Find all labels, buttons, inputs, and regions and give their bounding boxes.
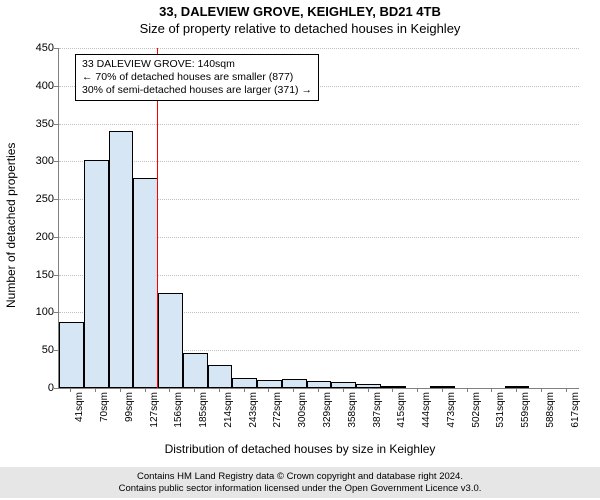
x-tick-label: 358sqm xyxy=(347,392,358,436)
x-tick xyxy=(541,388,542,392)
x-tick xyxy=(392,388,393,392)
histogram-bar xyxy=(307,381,332,388)
y-tick xyxy=(54,388,58,389)
x-tick xyxy=(70,388,71,392)
x-tick xyxy=(343,388,344,392)
x-tick-label: 70sqm xyxy=(99,392,110,436)
x-tick xyxy=(368,388,369,392)
annotation-line: 30% of semi-detached houses are larger (… xyxy=(82,84,312,97)
gridline xyxy=(59,48,579,49)
histogram-bar xyxy=(257,380,282,388)
y-tick-label: 150 xyxy=(14,269,54,281)
y-tick-label: 250 xyxy=(14,193,54,205)
x-tick-label: 99sqm xyxy=(124,392,135,436)
x-tick-label: 387sqm xyxy=(372,392,383,436)
y-tick-label: 50 xyxy=(14,344,54,356)
y-tick xyxy=(54,350,58,351)
histogram-bar xyxy=(183,353,208,388)
footer-line: Contains HM Land Registry data © Crown c… xyxy=(0,471,600,483)
y-tick xyxy=(54,124,58,125)
x-tick-label: 243sqm xyxy=(248,392,259,436)
x-tick xyxy=(566,388,567,392)
x-tick-label: 214sqm xyxy=(223,392,234,436)
chart-container: Number of detached properties 33 DALEVIE… xyxy=(0,40,600,460)
x-tick-label: 415sqm xyxy=(396,392,407,436)
x-axis-label: Distribution of detached houses by size … xyxy=(0,442,600,456)
y-tick xyxy=(54,48,58,49)
x-tick xyxy=(516,388,517,392)
x-tick xyxy=(467,388,468,392)
gridline xyxy=(59,124,579,125)
x-tick xyxy=(244,388,245,392)
x-tick-label: 127sqm xyxy=(149,392,160,436)
y-tick xyxy=(54,161,58,162)
histogram-bar xyxy=(84,160,109,388)
x-tick-label: 185sqm xyxy=(198,392,209,436)
x-tick xyxy=(219,388,220,392)
y-tick xyxy=(54,275,58,276)
y-axis-label: Number of detached properties xyxy=(4,143,18,308)
histogram-bar xyxy=(232,378,257,388)
x-tick-label: 502sqm xyxy=(471,392,482,436)
histogram-bar xyxy=(208,365,233,388)
histogram-bar xyxy=(133,178,158,388)
gridline xyxy=(59,161,579,162)
x-tick-label: 559sqm xyxy=(520,392,531,436)
x-tick-label: 531sqm xyxy=(495,392,506,436)
footer: Contains HM Land Registry data © Crown c… xyxy=(0,467,600,498)
x-tick xyxy=(417,388,418,392)
y-tick xyxy=(54,312,58,313)
histogram-bar xyxy=(282,379,307,388)
page-subtitle: Size of property relative to detached ho… xyxy=(0,19,600,36)
x-tick xyxy=(145,388,146,392)
x-tick xyxy=(442,388,443,392)
histogram-bar xyxy=(356,384,381,388)
y-tick xyxy=(54,199,58,200)
page-title: 33, DALEVIEW GROVE, KEIGHLEY, BD21 4TB xyxy=(0,0,600,19)
annotation-line: 33 DALEVIEW GROVE: 140sqm xyxy=(82,58,312,71)
x-tick xyxy=(95,388,96,392)
x-tick-label: 156sqm xyxy=(173,392,184,436)
x-tick xyxy=(491,388,492,392)
x-tick-label: 329sqm xyxy=(322,392,333,436)
annotation-box: 33 DALEVIEW GROVE: 140sqm ← 70% of detac… xyxy=(75,54,319,101)
y-tick-label: 100 xyxy=(14,306,54,318)
x-tick xyxy=(169,388,170,392)
x-tick-label: 617sqm xyxy=(570,392,581,436)
plot-area: 33 DALEVIEW GROVE: 140sqm ← 70% of detac… xyxy=(58,48,579,389)
x-tick-label: 444sqm xyxy=(421,392,432,436)
footer-line: Contains public sector information licen… xyxy=(0,483,600,495)
y-tick-label: 450 xyxy=(14,42,54,54)
y-tick-label: 300 xyxy=(14,155,54,167)
y-tick-label: 200 xyxy=(14,231,54,243)
x-tick xyxy=(318,388,319,392)
histogram-bar xyxy=(331,382,356,388)
x-tick xyxy=(293,388,294,392)
x-tick-label: 300sqm xyxy=(297,392,308,436)
y-tick-label: 350 xyxy=(14,118,54,130)
annotation-line: ← 70% of detached houses are smaller (87… xyxy=(82,71,312,84)
x-tick xyxy=(194,388,195,392)
y-tick xyxy=(54,86,58,87)
x-tick xyxy=(120,388,121,392)
histogram-bar xyxy=(430,386,455,388)
histogram-bar xyxy=(158,293,183,388)
y-tick xyxy=(54,237,58,238)
y-tick-label: 0 xyxy=(14,382,54,394)
histogram-bar xyxy=(59,322,84,388)
y-tick-label: 400 xyxy=(14,80,54,92)
x-tick-label: 473sqm xyxy=(446,392,457,436)
x-tick-label: 272sqm xyxy=(272,392,283,436)
histogram-bar xyxy=(109,131,134,388)
x-tick xyxy=(268,388,269,392)
x-tick-label: 41sqm xyxy=(74,392,85,436)
x-tick-label: 588sqm xyxy=(545,392,556,436)
